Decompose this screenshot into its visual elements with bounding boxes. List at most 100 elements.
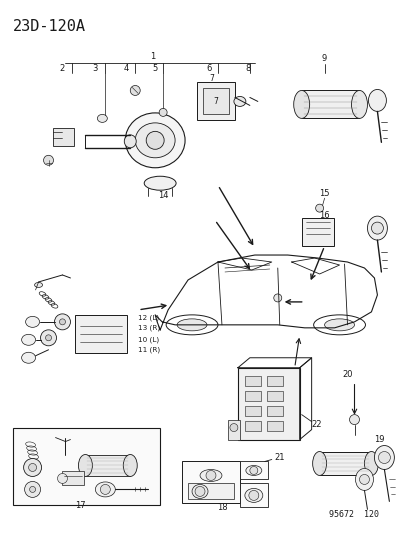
- Ellipse shape: [293, 91, 309, 118]
- Text: 23D-120A: 23D-120A: [13, 19, 85, 34]
- Circle shape: [28, 464, 36, 472]
- Circle shape: [206, 471, 216, 480]
- Bar: [266, 406, 282, 416]
- Circle shape: [45, 335, 51, 341]
- Text: 13 (R): 13 (R): [138, 325, 160, 331]
- Circle shape: [377, 451, 389, 464]
- Bar: [202, 88, 228, 115]
- Circle shape: [130, 85, 140, 95]
- Ellipse shape: [95, 482, 115, 497]
- Circle shape: [229, 424, 237, 432]
- Ellipse shape: [26, 317, 40, 327]
- Text: 17: 17: [75, 501, 85, 510]
- Text: 12 (L): 12 (L): [138, 314, 159, 321]
- Ellipse shape: [355, 469, 373, 490]
- Circle shape: [248, 490, 258, 500]
- Bar: [13, 427, 160, 505]
- Text: 95672  120: 95672 120: [329, 510, 378, 519]
- Circle shape: [159, 108, 167, 116]
- Bar: [75, 315, 127, 353]
- Ellipse shape: [144, 176, 176, 190]
- Ellipse shape: [123, 455, 137, 477]
- Ellipse shape: [312, 451, 326, 475]
- Text: 1: 1: [150, 52, 155, 61]
- Text: 20: 20: [342, 370, 352, 379]
- Bar: [237, 368, 299, 440]
- Bar: [182, 462, 239, 503]
- Text: 19: 19: [373, 435, 384, 444]
- Ellipse shape: [233, 96, 245, 107]
- Circle shape: [195, 487, 204, 496]
- Bar: [85, 455, 130, 477]
- Circle shape: [24, 481, 40, 497]
- Bar: [244, 421, 260, 431]
- Circle shape: [59, 319, 65, 325]
- Circle shape: [315, 204, 323, 212]
- Text: 22: 22: [311, 420, 321, 429]
- Ellipse shape: [78, 455, 92, 477]
- Ellipse shape: [97, 115, 107, 123]
- Bar: [188, 483, 233, 499]
- Circle shape: [40, 330, 56, 346]
- Text: 21: 21: [274, 453, 285, 462]
- Ellipse shape: [166, 315, 217, 335]
- Bar: [228, 419, 239, 440]
- Bar: [197, 83, 234, 120]
- Circle shape: [273, 294, 281, 302]
- Ellipse shape: [124, 135, 136, 148]
- Circle shape: [349, 415, 358, 425]
- Text: 7: 7: [209, 74, 214, 83]
- Text: 15: 15: [318, 189, 329, 198]
- Text: 18: 18: [216, 503, 227, 512]
- Text: 4: 4: [123, 64, 128, 73]
- Circle shape: [249, 466, 257, 474]
- Bar: [301, 218, 333, 246]
- Bar: [239, 483, 267, 507]
- Ellipse shape: [245, 465, 261, 475]
- Text: 16: 16: [318, 211, 329, 220]
- Text: 2: 2: [60, 64, 65, 73]
- Text: 10 (L): 10 (L): [138, 336, 159, 343]
- Circle shape: [43, 155, 53, 165]
- Ellipse shape: [373, 446, 394, 470]
- Circle shape: [55, 314, 70, 330]
- Ellipse shape: [368, 90, 385, 111]
- Circle shape: [370, 222, 382, 234]
- Text: 3: 3: [93, 64, 98, 73]
- Text: 7: 7: [213, 97, 218, 106]
- Ellipse shape: [35, 282, 43, 287]
- Ellipse shape: [363, 451, 377, 475]
- Text: 6: 6: [206, 64, 211, 73]
- Ellipse shape: [125, 113, 185, 168]
- Text: 8: 8: [244, 64, 250, 73]
- Ellipse shape: [244, 488, 262, 503]
- Circle shape: [100, 484, 110, 495]
- Ellipse shape: [135, 123, 175, 158]
- Ellipse shape: [177, 319, 206, 331]
- Bar: [62, 472, 84, 486]
- Bar: [266, 421, 282, 431]
- Bar: [239, 462, 267, 480]
- Bar: [266, 391, 282, 401]
- Text: 9: 9: [321, 54, 326, 63]
- Ellipse shape: [199, 470, 221, 481]
- Circle shape: [57, 473, 67, 483]
- Circle shape: [24, 458, 41, 477]
- Bar: [52, 128, 74, 147]
- Bar: [301, 91, 358, 118]
- Bar: [244, 406, 260, 416]
- Ellipse shape: [367, 216, 387, 240]
- Ellipse shape: [146, 131, 164, 149]
- Bar: [319, 451, 370, 475]
- Text: 11 (R): 11 (R): [138, 346, 160, 353]
- Ellipse shape: [313, 315, 365, 335]
- Ellipse shape: [21, 334, 36, 345]
- Ellipse shape: [324, 319, 354, 331]
- Ellipse shape: [351, 91, 367, 118]
- Bar: [244, 376, 260, 386]
- Bar: [266, 376, 282, 386]
- Ellipse shape: [192, 484, 207, 498]
- Text: 5: 5: [152, 64, 157, 73]
- Circle shape: [29, 487, 36, 492]
- Circle shape: [358, 474, 368, 484]
